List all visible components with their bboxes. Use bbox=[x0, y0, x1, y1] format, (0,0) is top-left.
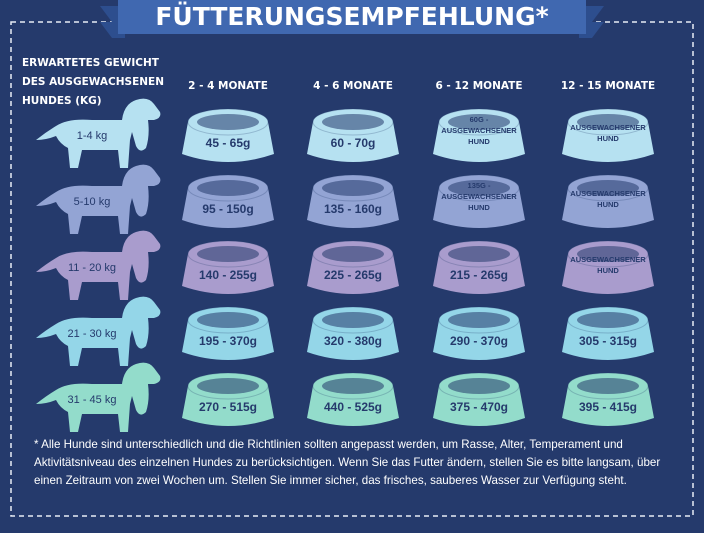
weight-label: 21 - 30 kg bbox=[68, 328, 117, 340]
bowl-label: 290 - 370g bbox=[450, 334, 508, 348]
bowl-inside bbox=[577, 312, 639, 328]
bowl: 135 - 160g bbox=[307, 174, 399, 228]
bowl-label: HUND bbox=[597, 134, 619, 143]
weight-header: HUNDES (KG) bbox=[22, 95, 102, 107]
bowl-label: 225 - 265g bbox=[324, 268, 382, 282]
bowl: 225 - 265g bbox=[307, 240, 399, 294]
bowl-label: 440 - 525g bbox=[324, 400, 382, 414]
bowl-inside bbox=[322, 246, 384, 262]
bowl: 270 - 515g bbox=[182, 372, 274, 426]
bowl-label: HUND bbox=[597, 266, 619, 275]
dog-silhouette bbox=[36, 296, 161, 366]
bowl-inside bbox=[322, 114, 384, 130]
bowl-label: HUND bbox=[468, 203, 490, 212]
bowl-label: 215 - 265g bbox=[450, 268, 508, 282]
bowl-inside bbox=[197, 378, 259, 394]
bowl-inside bbox=[448, 180, 510, 196]
bowl: 60G - AUSGEWACHSENER HUND bbox=[433, 108, 525, 162]
bowl-label: 270 - 515g bbox=[199, 400, 257, 414]
bowl-inside bbox=[448, 114, 510, 130]
bowl-inside bbox=[322, 312, 384, 328]
bowl-label: 95 - 150g bbox=[202, 202, 253, 216]
bowl: 140 - 255g bbox=[182, 240, 274, 294]
bowl-label: 320 - 380g bbox=[324, 334, 382, 348]
dog-silhouette bbox=[36, 98, 161, 168]
bowl-label: AUSGEWACHSENER bbox=[570, 255, 646, 264]
dog: 21 - 30 kg bbox=[36, 296, 161, 366]
bowl-inside bbox=[197, 246, 259, 262]
bowl-inside bbox=[577, 180, 639, 196]
bowl-label: AUSGEWACHSENER bbox=[570, 123, 646, 132]
bowl: 195 - 370g bbox=[182, 306, 274, 360]
bowl-label: AUSGEWACHSENER bbox=[441, 126, 517, 135]
weight-header: DES AUSGEWACHSENEN bbox=[22, 76, 164, 88]
bowl-inside bbox=[577, 114, 639, 130]
column-header: 12 - 15 MONATE bbox=[561, 80, 655, 92]
bowl-label: 135G - bbox=[468, 181, 491, 190]
bowl-label: 395 - 415g bbox=[579, 400, 637, 414]
bowl: 290 - 370g bbox=[433, 306, 525, 360]
bowl: 440 - 525g bbox=[307, 372, 399, 426]
bowl-inside bbox=[322, 180, 384, 196]
weight-label: 11 - 20 kg bbox=[68, 262, 116, 274]
bowl: AUSGEWACHSENER HUND bbox=[562, 240, 654, 294]
column-header: 4 - 6 MONATE bbox=[313, 80, 393, 92]
dog-silhouette bbox=[36, 164, 161, 234]
bowl: 135G - AUSGEWACHSENER HUND bbox=[433, 174, 525, 228]
column-header: 2 - 4 MONATE bbox=[188, 80, 268, 92]
bowl-inside bbox=[322, 378, 384, 394]
bowl-label: 60 - 70g bbox=[331, 136, 376, 150]
bowl-label: HUND bbox=[468, 137, 490, 146]
bowl-inside bbox=[448, 246, 510, 262]
bowl: 320 - 380g bbox=[307, 306, 399, 360]
dashed-border bbox=[10, 21, 694, 517]
bowl-label: 195 - 370g bbox=[199, 334, 257, 348]
bowl-label: 60G - bbox=[470, 115, 489, 124]
bowl-label: AUSGEWACHSENER bbox=[570, 189, 646, 198]
dog: 5-10 kg bbox=[36, 164, 161, 234]
bowl: 305 - 315g bbox=[562, 306, 654, 360]
title-ribbon bbox=[118, 0, 586, 34]
bowl: 215 - 265g bbox=[433, 240, 525, 294]
weight-label: 31 - 45 kg bbox=[68, 394, 117, 406]
bowl-inside bbox=[577, 246, 639, 262]
bowl: AUSGEWACHSENER HUND bbox=[562, 108, 654, 162]
dog-silhouette bbox=[36, 230, 161, 300]
title: FÜTTERUNGSEMPFEHLUNG* bbox=[155, 1, 548, 31]
bowl-label: 305 - 315g bbox=[579, 334, 637, 348]
footnote: * Alle Hunde sind unterschiedlich und di… bbox=[34, 438, 661, 487]
bowl-label: 45 - 65g bbox=[206, 136, 251, 150]
weight-label: 5-10 kg bbox=[74, 196, 111, 208]
bowl-inside bbox=[448, 312, 510, 328]
bowl: 60 - 70g bbox=[307, 108, 399, 162]
bowl-inside bbox=[577, 378, 639, 394]
bowl-label: AUSGEWACHSENER bbox=[441, 192, 517, 201]
column-header: 6 - 12 MONATE bbox=[435, 80, 522, 92]
dog-silhouette bbox=[36, 362, 161, 432]
bowl-label: HUND bbox=[597, 200, 619, 209]
bowl-inside bbox=[197, 180, 259, 196]
bowl-inside bbox=[197, 114, 259, 130]
dog: 11 - 20 kg bbox=[36, 230, 161, 300]
bowl-label: 375 - 470g bbox=[450, 400, 508, 414]
weight-label: 1-4 kg bbox=[77, 130, 108, 142]
bowl: 45 - 65g bbox=[182, 108, 274, 162]
bowl: AUSGEWACHSENER HUND bbox=[562, 174, 654, 228]
bowl-inside bbox=[197, 312, 259, 328]
dog: 31 - 45 kg bbox=[36, 362, 161, 432]
bowl-label: 140 - 255g bbox=[199, 268, 257, 282]
bowl: 95 - 150g bbox=[182, 174, 274, 228]
dog: 1-4 kg bbox=[36, 98, 161, 168]
bowl-inside bbox=[448, 378, 510, 394]
bowl: 375 - 470g bbox=[433, 372, 525, 426]
weight-header: ERWARTETES GEWICHT bbox=[22, 57, 160, 69]
bowl-label: 135 - 160g bbox=[324, 202, 382, 216]
bowl: 395 - 415g bbox=[562, 372, 654, 426]
